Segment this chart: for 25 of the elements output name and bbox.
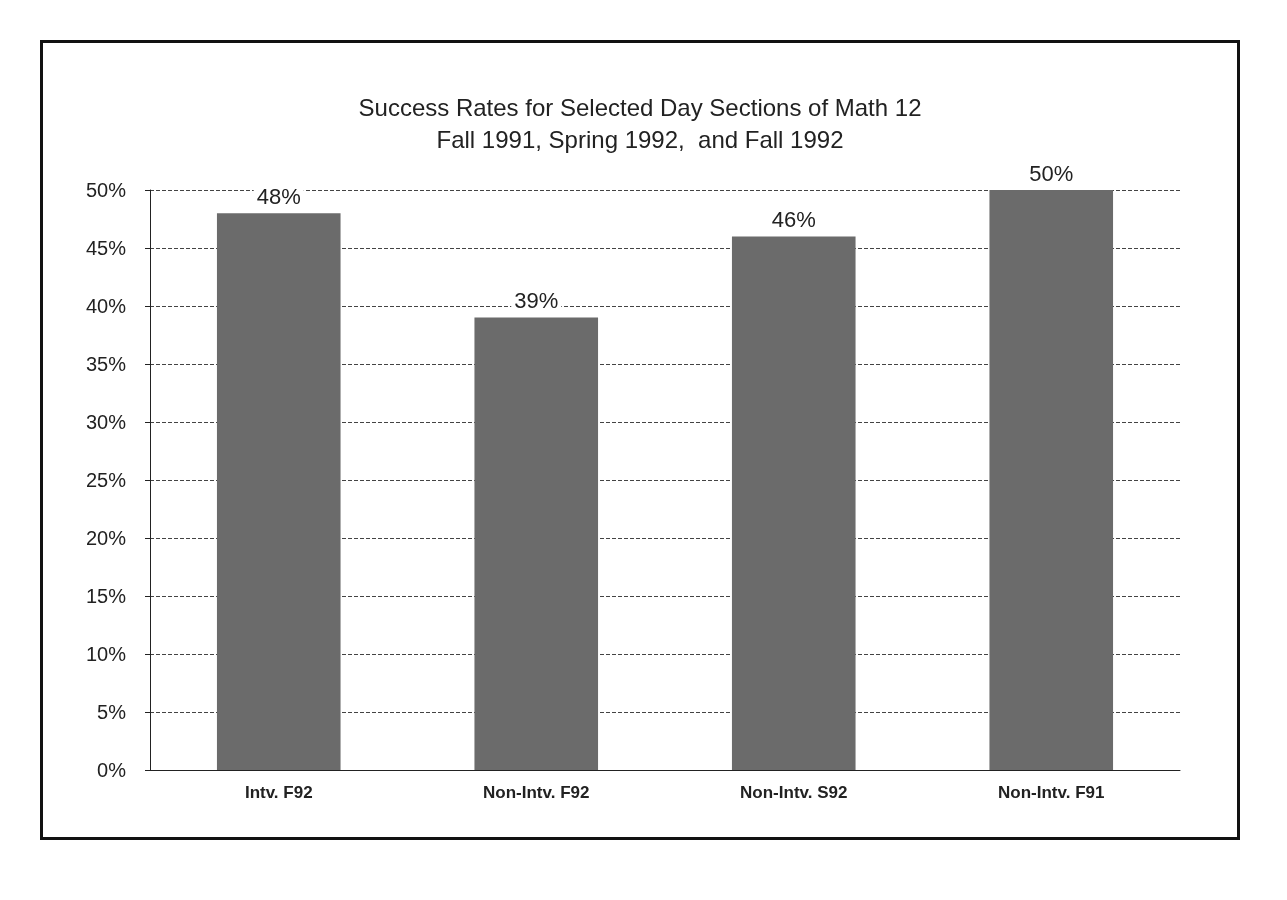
y-tick-label: 15% [85,585,127,607]
chart-subtitle: Fall 1991, Spring 1992, and Fall 1992 [436,125,844,153]
y-tick-label: 50% [85,179,127,201]
y-tick-label: 10% [85,643,127,665]
y-tick-label: 25% [85,469,127,491]
x-tick-label: Non-Intv. F91 [998,783,1105,802]
x-tick-label: Intv. F92 [244,783,313,802]
data-label: 39% [514,288,559,314]
data-label: 46% [771,206,816,232]
bar [216,213,341,770]
data-label: 48% [256,183,301,209]
y-tick-label: 20% [85,527,127,549]
y-tick-label: 35% [85,353,127,375]
x-tick-label: Non-Intv. S92 [740,783,848,802]
y-tick-label: 45% [85,237,127,259]
y-tick-label: 5% [97,701,127,723]
x-tick-label: Non-Intv. F92 [483,783,590,802]
bar [474,317,599,770]
bar [731,236,856,770]
bar [989,190,1114,770]
y-tick-label: 40% [85,295,127,317]
y-tick-label: 0% [97,759,127,781]
data-label: 50% [1029,160,1074,186]
chart-title: Success Rates for Selected Day Sections of Math 12 [358,93,922,121]
y-tick-label: 30% [85,411,127,433]
